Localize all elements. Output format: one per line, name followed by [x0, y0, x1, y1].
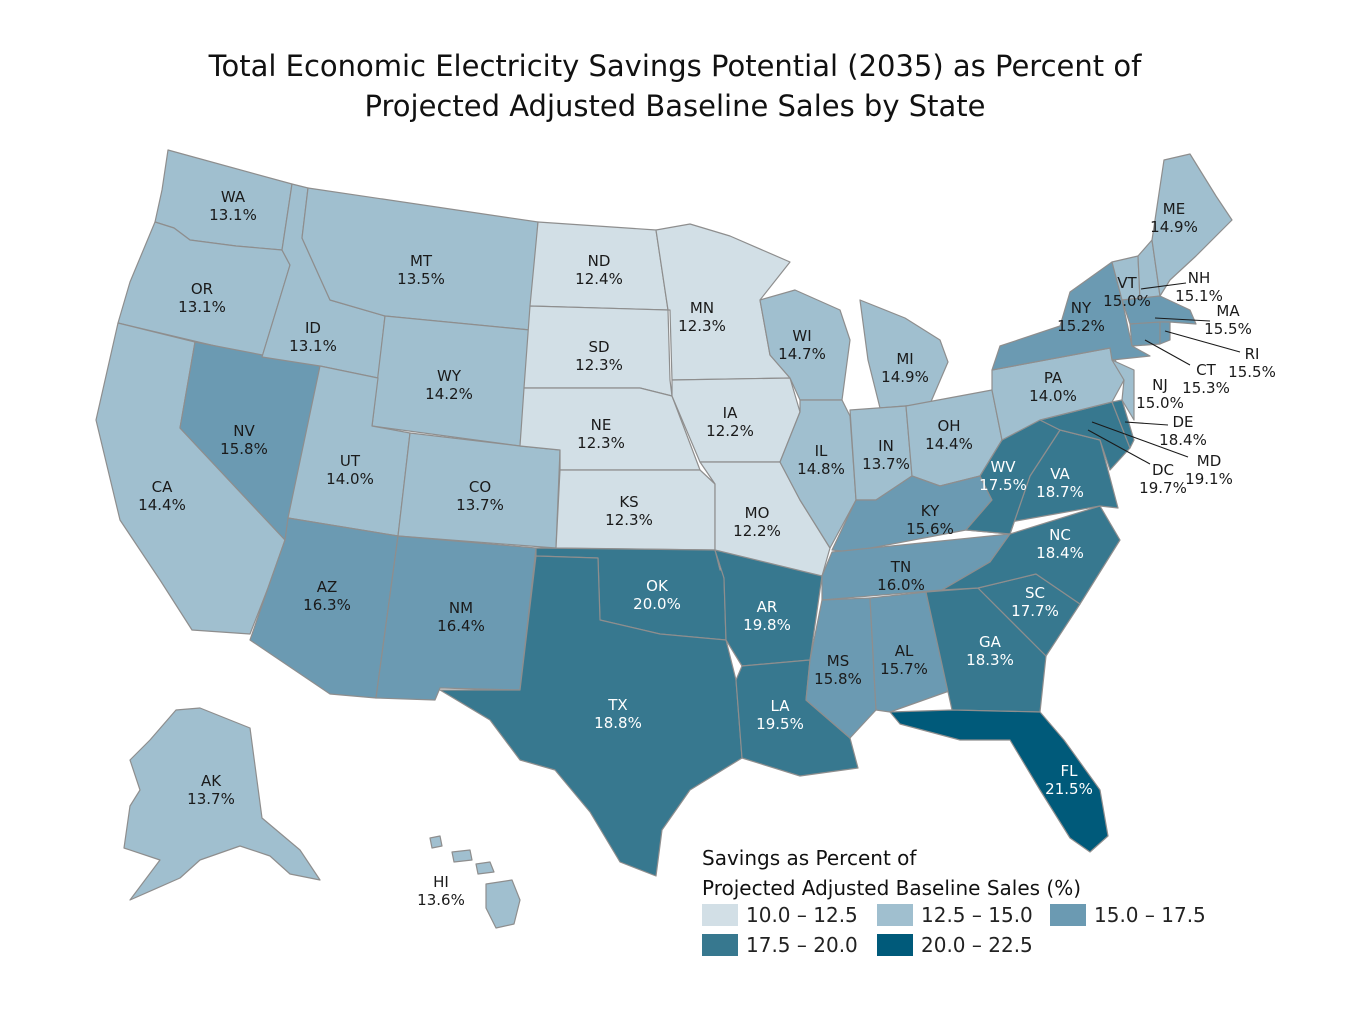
- leader-ma: [1154, 317, 1211, 322]
- label-de: DE 18.4%: [1159, 413, 1207, 449]
- legend-title-line-2: Projected Adjusted Baseline Sales (%): [702, 876, 1082, 900]
- label-ky: KY 15.6%: [906, 502, 954, 538]
- label-vt: VT 15.0%: [1103, 274, 1151, 310]
- legend-swatch: [1050, 904, 1086, 926]
- label-wv: WV 17.5%: [979, 458, 1027, 494]
- label-or: OR 13.1%: [178, 280, 226, 316]
- legend-item-3: 15.0 – 17.5: [1050, 903, 1206, 927]
- label-md: MD 19.1%: [1185, 452, 1233, 488]
- legend-swatch: [702, 904, 738, 926]
- legend-swatch: [877, 934, 913, 956]
- legend-label: 10.0 – 12.5: [746, 903, 858, 927]
- label-co: CO 13.7%: [456, 478, 504, 514]
- legend-item-4: 17.5 – 20.0: [702, 933, 858, 957]
- label-ny: NY 15.2%: [1057, 299, 1105, 335]
- label-me: ME 14.9%: [1150, 200, 1198, 236]
- label-mo: MO 12.2%: [733, 504, 781, 540]
- label-ga: GA 18.3%: [966, 633, 1014, 669]
- label-va: VA 18.7%: [1036, 465, 1084, 501]
- label-ok: OK 20.0%: [633, 577, 681, 613]
- legend-swatch: [702, 934, 738, 956]
- legend-label: 20.0 – 22.5: [921, 933, 1033, 957]
- label-wi: WI 14.7%: [778, 327, 826, 363]
- label-nh: NH 15.1%: [1175, 269, 1223, 305]
- label-ma: MA 15.5%: [1204, 302, 1252, 338]
- label-ks: KS 12.3%: [605, 493, 653, 529]
- legend-item-5: 20.0 – 22.5: [877, 933, 1033, 957]
- label-tx: TX 18.8%: [594, 696, 642, 732]
- label-sd: SD 12.3%: [575, 338, 623, 374]
- leader-de: [1124, 421, 1169, 426]
- label-dc: DC 19.7%: [1139, 461, 1187, 497]
- label-nj: NJ 15.0%: [1136, 376, 1184, 412]
- legend-label: 12.5 – 15.0: [921, 903, 1033, 927]
- state-hi-islands: [429, 835, 495, 875]
- label-oh: OH 14.4%: [925, 417, 973, 453]
- label-nc: NC 18.4%: [1036, 526, 1084, 562]
- state-ak[interactable]: [123, 707, 321, 901]
- legend: Savings as Percent of Projected Adjusted…: [702, 843, 1081, 903]
- legend-item-1: 10.0 – 12.5: [702, 903, 858, 927]
- label-wa: WA 13.1%: [209, 188, 257, 224]
- label-wy: WY 14.2%: [425, 367, 473, 403]
- label-fl: FL 21.5%: [1045, 762, 1093, 798]
- leader-nh: [1140, 282, 1187, 290]
- label-nv: NV 15.8%: [220, 422, 268, 458]
- label-hi: HI 13.6%: [417, 873, 465, 909]
- state-il[interactable]: [779, 399, 857, 549]
- label-az: AZ 16.3%: [303, 578, 351, 614]
- label-al: AL 15.7%: [880, 642, 928, 678]
- label-mt: MT 13.5%: [397, 252, 445, 288]
- legend-title-line-1: Savings as Percent of: [702, 846, 917, 870]
- leader-md: [1091, 421, 1189, 458]
- state-ri[interactable]: [1159, 321, 1171, 345]
- label-ct: CT 15.3%: [1182, 361, 1230, 397]
- map-title-line-1: Total Economic Electricity Savings Poten…: [208, 49, 1142, 83]
- label-ms: MS 15.8%: [814, 652, 862, 688]
- state-mi[interactable]: [859, 299, 949, 409]
- state-al[interactable]: [869, 591, 953, 713]
- label-sc: SC 17.7%: [1011, 584, 1059, 620]
- label-tn: TN 16.0%: [877, 558, 925, 594]
- state-hi[interactable]: [485, 879, 521, 929]
- leader-dc: [1087, 429, 1151, 465]
- label-mn: MN 12.3%: [678, 299, 726, 335]
- label-nd: ND 12.4%: [575, 252, 623, 288]
- legend-swatch: [877, 904, 913, 926]
- label-id: ID 13.1%: [289, 319, 337, 355]
- state-me[interactable]: [1151, 153, 1233, 297]
- label-ak: AK 13.7%: [187, 772, 235, 808]
- label-ri: RI 15.5%: [1228, 345, 1276, 381]
- label-pa: PA 14.0%: [1029, 369, 1077, 405]
- label-il: IL 14.8%: [797, 442, 845, 478]
- state-tx[interactable]: [439, 555, 743, 877]
- label-nm: NM 16.4%: [437, 599, 485, 635]
- leader-ct: [1144, 339, 1191, 366]
- legend-item-2: 12.5 – 15.0: [877, 903, 1033, 927]
- label-la: LA 19.5%: [756, 697, 804, 733]
- state-nc[interactable]: [941, 505, 1121, 605]
- leader-ri: [1164, 330, 1241, 353]
- label-mi: MI 14.9%: [881, 350, 929, 386]
- label-ne: NE 12.3%: [577, 416, 625, 452]
- map-title-line-2: Projected Adjusted Baseline Sales by Sta…: [364, 89, 986, 123]
- legend-label: 17.5 – 20.0: [746, 933, 858, 957]
- state-ct[interactable]: [1129, 321, 1161, 347]
- state-de[interactable]: [1111, 399, 1135, 449]
- label-ca: CA 14.4%: [138, 478, 186, 514]
- label-ar: AR 19.8%: [743, 598, 791, 634]
- legend-label: 15.0 – 17.5: [1094, 903, 1206, 927]
- label-ia: IA 12.2%: [706, 404, 754, 440]
- state-nj[interactable]: [1111, 359, 1135, 421]
- state-fl[interactable]: [889, 709, 1109, 853]
- label-ut: UT 14.0%: [326, 452, 374, 488]
- label-in: IN 13.7%: [862, 437, 910, 473]
